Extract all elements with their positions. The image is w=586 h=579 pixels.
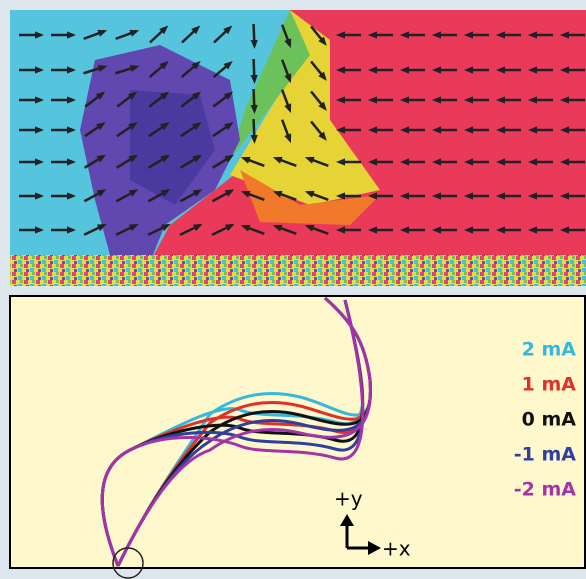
legend-label: 1 mA	[522, 374, 577, 396]
magnetization-map	[10, 10, 586, 286]
axis-y-label: +y	[334, 487, 363, 511]
legend-label: -1 mA	[514, 444, 577, 466]
legend-label: 0 mA	[522, 409, 577, 431]
legend-label: 2 mA	[522, 339, 577, 361]
legend-label: -2 mA	[514, 479, 577, 501]
figure: +y +x 2 mA 1 mA 0 mA -1 mA -2 mA	[0, 0, 586, 579]
axis-x-label: +x	[382, 537, 411, 561]
